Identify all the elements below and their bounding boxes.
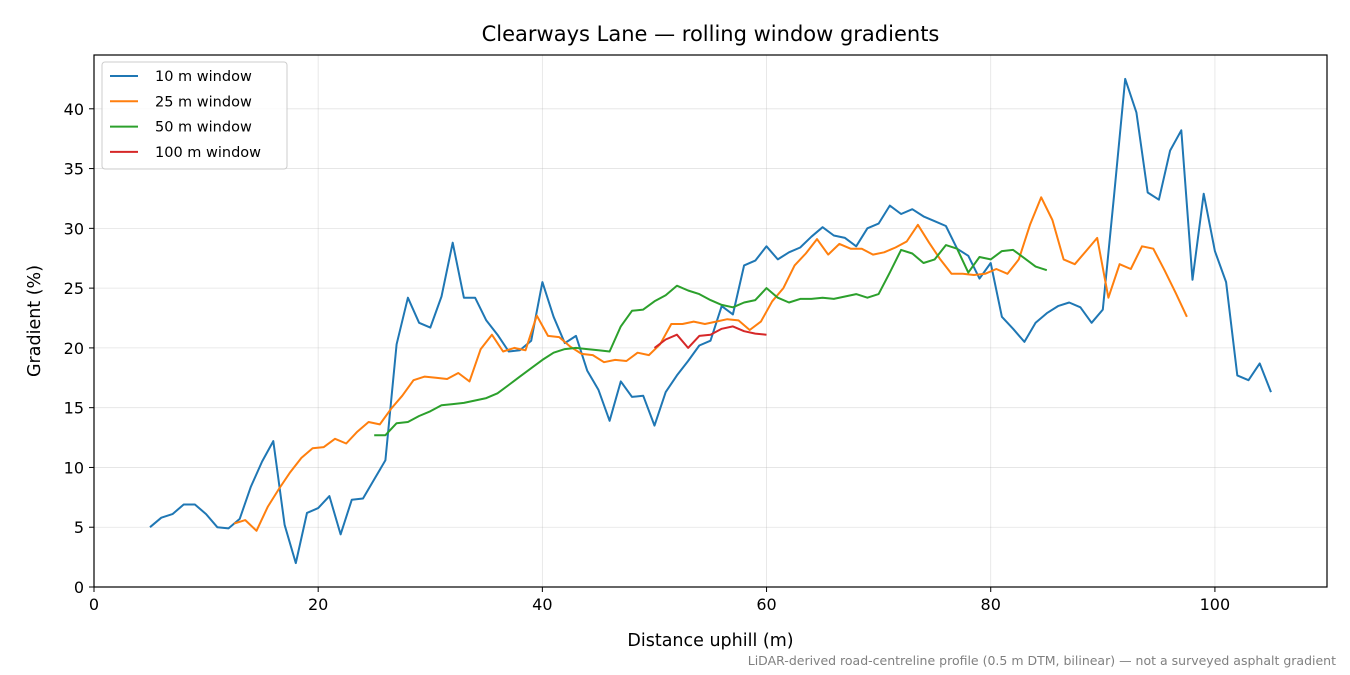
y-tick-label: 0	[74, 578, 84, 597]
y-tick-label: 30	[64, 219, 84, 238]
y-tick-label: 10	[64, 458, 84, 477]
series-line-1	[149, 77, 1272, 565]
legend-box	[101, 61, 288, 170]
y-tick-label: 25	[64, 279, 84, 298]
x-axis-label: Distance uphill (m)	[627, 631, 793, 651]
legend-label: 25 m window	[155, 94, 252, 110]
y-tick-label: 5	[74, 518, 84, 537]
legend-label: 50 m window	[155, 120, 252, 136]
legend: 10 m window 25 m window 50 m window 100 m w…	[101, 61, 288, 170]
y-tick-label: 20	[64, 339, 84, 358]
legend-label: 100 m window	[155, 145, 261, 161]
y-axis-label: Gradient (%)	[25, 265, 45, 377]
x-tick-label: 60	[756, 595, 776, 614]
y-tick-label: 35	[64, 160, 84, 179]
plot-frame	[93, 54, 1328, 588]
x-tick-label: 40	[532, 595, 552, 614]
x-tick-label: 100	[1200, 595, 1231, 614]
series-line-4	[653, 325, 767, 349]
chart-title: Clearways Lane — rolling window gradient…	[482, 22, 940, 46]
series-line-2	[233, 196, 1188, 532]
axis-ticks: 0 20 40 60 80 100 0 5 10 15 20 25 30 35 40	[64, 100, 1231, 614]
series-line-3	[374, 244, 1048, 437]
footnote: LiDAR-derived road-centreline profile (0…	[748, 653, 1336, 668]
plot-series	[149, 77, 1272, 565]
x-tick-label: 20	[308, 595, 328, 614]
grid	[93, 55, 1327, 588]
x-tick-label: 0	[89, 595, 99, 614]
y-tick-label: 40	[64, 100, 84, 119]
y-tick-label: 15	[64, 399, 84, 418]
legend-label: 10 m window	[155, 69, 252, 85]
x-tick-label: 80	[981, 595, 1001, 614]
